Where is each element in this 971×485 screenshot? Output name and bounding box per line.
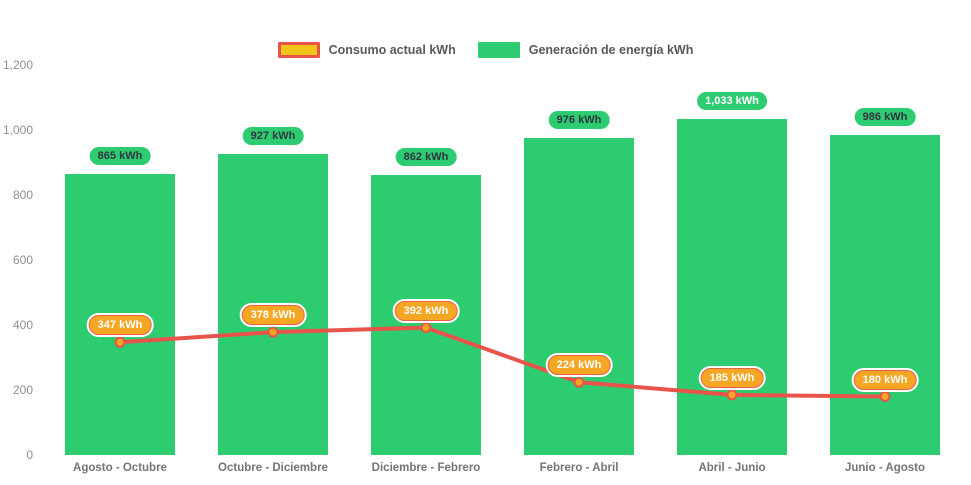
generation-bar[interactable] bbox=[65, 173, 175, 455]
x-axis-category-label: Octubre - Diciembre bbox=[218, 462, 328, 474]
generation-value-badge: 986 kWh bbox=[852, 105, 918, 128]
x-axis-category-label: Abril - Junio bbox=[698, 462, 766, 474]
generation-value-badge: 862 kWh bbox=[393, 145, 459, 168]
y-axis-tick-label: 0 bbox=[26, 448, 33, 462]
generation-value-badge: 1,033 kWh bbox=[695, 90, 769, 113]
legend-item-label: Generación de energía kWh bbox=[528, 43, 694, 57]
consumption-point[interactable] bbox=[726, 389, 738, 401]
consumption-value-badge: 392 kWh bbox=[394, 300, 458, 321]
chart-legend: Consumo actual kWh Generación de energía … bbox=[0, 38, 971, 62]
legend-item-consumo[interactable]: Consumo actual kWh bbox=[277, 42, 456, 58]
consumption-point[interactable] bbox=[267, 326, 279, 338]
consumption-value-badge: 224 kWh bbox=[547, 355, 611, 376]
consumption-value-badge: 185 kWh bbox=[700, 367, 764, 388]
consumption-point[interactable] bbox=[420, 322, 432, 334]
y-axis-tick-label: 200 bbox=[12, 383, 33, 397]
y-axis-tick-label: 1,200 bbox=[2, 58, 33, 72]
generation-bar[interactable] bbox=[524, 137, 634, 455]
consumption-value-badge: 347 kWh bbox=[88, 315, 152, 336]
generation-bar[interactable] bbox=[218, 153, 328, 455]
consumption-value-badge: 180 kWh bbox=[853, 369, 917, 390]
x-axis-category-label: Agosto - Octubre bbox=[73, 462, 167, 474]
legend-item-label: Consumo actual kWh bbox=[328, 43, 456, 57]
x-axis-category-label: Diciembre - Febrero bbox=[371, 462, 481, 474]
generation-value-badge: 927 kWh bbox=[240, 124, 306, 147]
legend-item-generacion[interactable]: Generación de energía kWh bbox=[477, 42, 694, 58]
consumption-point[interactable] bbox=[114, 336, 126, 348]
y-axis-tick-label: 1,000 bbox=[2, 123, 33, 137]
y-axis-tick-label: 600 bbox=[12, 253, 33, 267]
x-axis-category-label: Febrero - Abril bbox=[539, 462, 619, 474]
generation-value-badge: 976 kWh bbox=[546, 108, 612, 131]
consumption-point[interactable] bbox=[879, 391, 891, 402]
legend-swatch-icon bbox=[477, 42, 520, 58]
y-axis-tick-label: 400 bbox=[12, 318, 33, 332]
consumption-value-badge: 378 kWh bbox=[241, 305, 305, 326]
generation-value-badge: 865 kWh bbox=[87, 144, 153, 167]
y-axis-tick-label: 800 bbox=[12, 188, 33, 202]
consumption-line bbox=[119, 325, 886, 399]
consumption-point[interactable] bbox=[573, 376, 585, 388]
x-axis-category-label: Junio - Agosto bbox=[844, 462, 926, 474]
legend-swatch-icon bbox=[277, 42, 320, 58]
